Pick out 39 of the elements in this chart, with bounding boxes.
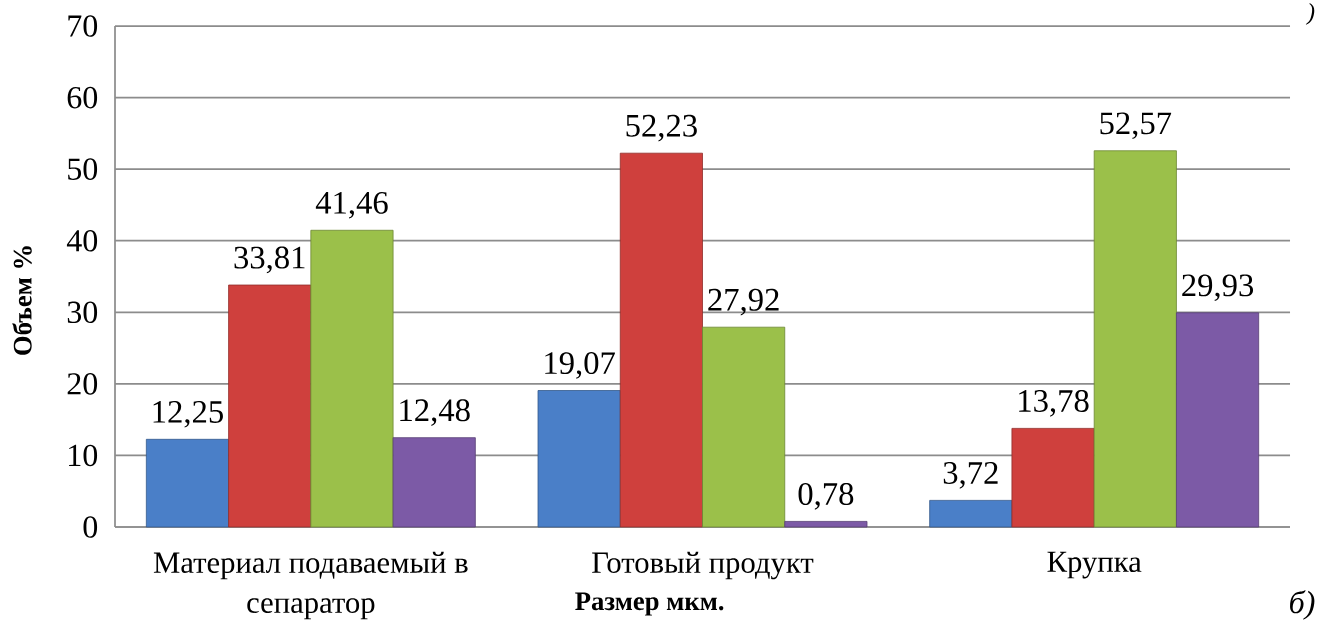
bar (1093, 150, 1177, 528)
y-tick-label: 10 (69, 444, 98, 467)
data-label: 19,07 (545, 352, 615, 379)
x-tick-label: Крупка (1047, 551, 1142, 579)
bar (702, 326, 786, 528)
y-tick-label: 70 (68, 15, 98, 37)
bar (1176, 312, 1260, 528)
text: ) (1305, 3, 1315, 25)
data-label: 52,23 (626, 114, 697, 142)
bar (784, 521, 868, 528)
data-label: 12,25 (153, 400, 223, 428)
data-label: 13,78 (1019, 389, 1089, 417)
bar (310, 229, 394, 528)
bar (1011, 427, 1095, 528)
y-tick-label: 40 (66, 229, 98, 252)
y-tick-label: 60 (67, 86, 98, 109)
y-tick-label: 30 (67, 301, 98, 324)
data-label: 41,46 (315, 191, 388, 219)
data-label: 52,57 (1100, 112, 1172, 140)
x-tick-label: Готовый продукт (592, 551, 814, 580)
bar (392, 437, 476, 528)
data-label: 29,93 (1182, 274, 1254, 302)
data-label: 33,81 (234, 246, 305, 274)
y-tick-label: 50 (68, 158, 98, 180)
y-tick-label: 0 (83, 516, 98, 538)
y-tick-label: 20 (67, 373, 98, 395)
x-tick-label: Материал подаваемый в сепаратор (153, 551, 468, 620)
bar (537, 390, 621, 528)
bar (929, 499, 1013, 528)
data-label: 27,92 (708, 288, 779, 316)
x-axis-title: Размер мкм. (575, 592, 724, 616)
bar (228, 284, 312, 528)
bar (145, 438, 229, 528)
data-label: 0,78 (798, 482, 854, 510)
text: б) (1290, 590, 1315, 620)
y-axis-title: Объем % (12, 246, 32, 355)
bar (619, 152, 703, 528)
data-label: 12,48 (400, 399, 470, 426)
data-label: 3,72 (943, 462, 998, 489)
